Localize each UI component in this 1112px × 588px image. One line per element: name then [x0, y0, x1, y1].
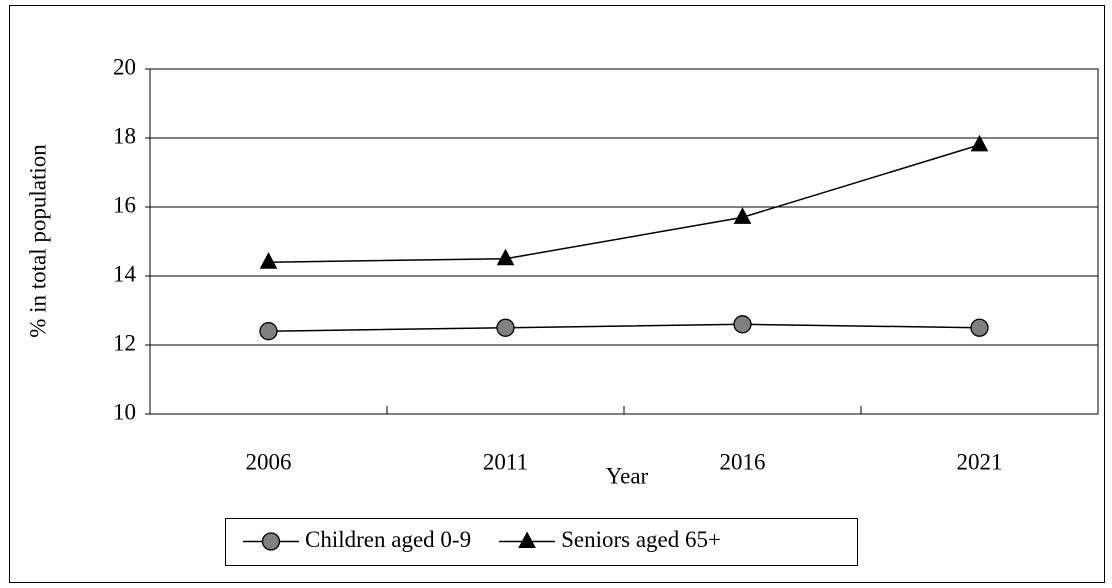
legend-marker [518, 531, 536, 548]
legend-label: Seniors aged 65+ [561, 527, 721, 552]
point [970, 318, 989, 337]
point [259, 322, 278, 341]
plot-area [149, 68, 1099, 415]
y-tick-label: 18 [113, 123, 136, 148]
legend-label: Children aged 0-9 [305, 527, 471, 552]
point [733, 315, 752, 334]
y-tick-label: 14 [113, 261, 137, 286]
y-axis-label: % in total population [25, 144, 50, 338]
y-label-group: % in total population [25, 144, 50, 338]
point [259, 252, 278, 269]
y-tick-label: 16 [113, 192, 136, 217]
x-axis-label: Year [606, 463, 649, 488]
point [733, 207, 752, 224]
y-tick-label: 10 [113, 399, 136, 424]
point [970, 134, 989, 152]
point [496, 318, 515, 337]
series-line [268, 144, 980, 263]
point [496, 248, 515, 266]
x-tick-label: 2021 [957, 449, 1003, 474]
legend-marker [261, 532, 281, 551]
x-tick-label: 2006 [246, 449, 292, 474]
series-line [268, 323, 980, 332]
x-tick-label: 2011 [483, 449, 528, 474]
y-tick-label: 20 [113, 54, 136, 79]
x-tick-label: 2016 [720, 449, 766, 474]
y-tick-label: 12 [113, 330, 136, 355]
